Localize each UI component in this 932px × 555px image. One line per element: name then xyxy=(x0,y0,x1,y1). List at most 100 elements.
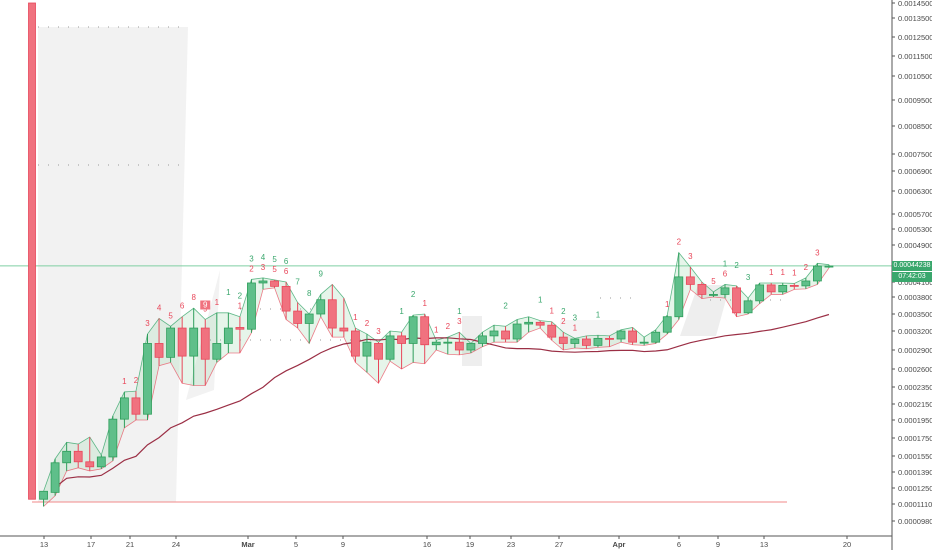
x-tick-label: Mar xyxy=(241,540,254,549)
candle xyxy=(685,267,695,290)
sell-count-label: 2 xyxy=(365,319,370,328)
candle-body xyxy=(501,330,510,340)
candle xyxy=(454,332,464,355)
candle xyxy=(524,316,534,333)
grid xyxy=(0,265,892,503)
candle-body xyxy=(478,335,487,344)
candle xyxy=(154,318,164,366)
candle-body xyxy=(431,341,441,346)
sell-count-label: 5 xyxy=(711,277,716,286)
candles xyxy=(28,2,834,507)
candle xyxy=(304,313,314,344)
candle-body xyxy=(732,287,741,314)
candle-body xyxy=(674,276,684,318)
candle-body xyxy=(200,327,210,360)
candle-body xyxy=(582,338,591,346)
candle xyxy=(616,329,626,343)
buy-count-label: 1 xyxy=(596,310,601,319)
x-tick-label: 24 xyxy=(172,540,180,549)
sell-count-label: 1 xyxy=(215,298,220,307)
sell-count-label: 8 xyxy=(191,293,196,302)
sell-count-label: 1 xyxy=(781,268,786,277)
candle-body xyxy=(766,284,776,293)
candle-body xyxy=(535,321,545,326)
candle xyxy=(558,332,568,350)
candle-body xyxy=(778,284,788,293)
candle-body xyxy=(466,343,476,351)
candle-body xyxy=(420,316,430,346)
candle xyxy=(443,337,453,355)
candle-body xyxy=(108,418,118,458)
candle xyxy=(350,328,360,363)
x-tick-label: 20 xyxy=(843,540,851,549)
candle xyxy=(39,490,48,507)
candle xyxy=(374,342,383,384)
candle xyxy=(327,284,337,338)
buy-count-label: 8 xyxy=(307,289,312,298)
candle-body xyxy=(454,341,464,351)
candle xyxy=(766,282,776,295)
sell-count-label: 1 xyxy=(550,307,555,316)
candle-body xyxy=(50,462,60,493)
candle-body xyxy=(743,300,753,314)
candle xyxy=(85,437,95,471)
candle xyxy=(709,291,718,297)
candle xyxy=(339,298,349,338)
candle-body xyxy=(28,2,36,500)
candle-body xyxy=(270,280,279,287)
sell-count-label: 3 xyxy=(688,252,693,261)
candle-body xyxy=(824,265,834,268)
candle xyxy=(478,332,487,347)
buy-count-label: 1 xyxy=(538,296,543,305)
candle xyxy=(362,334,372,373)
buy-count-label: 3 xyxy=(746,273,751,282)
candle-body xyxy=(247,282,256,330)
candle xyxy=(662,315,672,335)
candle xyxy=(824,264,834,268)
buy-count-label: 1 xyxy=(457,307,462,316)
sell-count-label: 1 xyxy=(422,299,427,308)
candle-body xyxy=(524,321,534,325)
candle-body xyxy=(813,265,822,282)
candle-body xyxy=(293,310,303,324)
buy-count-label: 3 xyxy=(573,313,578,322)
sequential-counts: 1234568911235612311231211235611123123456… xyxy=(122,238,820,386)
sell-count-label: 2 xyxy=(249,264,254,273)
candle-body xyxy=(558,336,568,344)
last-price-tag: 0.00044238 xyxy=(892,261,932,271)
candle xyxy=(108,415,118,461)
x-tick-label: 5 xyxy=(294,540,298,549)
sell-count-label: 1 xyxy=(122,377,127,386)
candle-body xyxy=(720,287,730,295)
candle-body xyxy=(593,337,603,346)
candle xyxy=(189,308,199,386)
x-tick-label: Apr xyxy=(613,540,626,549)
sell-count-label: 5 xyxy=(272,265,277,274)
candle-body xyxy=(327,299,337,329)
sell-count-label: 4 xyxy=(157,303,162,312)
candle-body xyxy=(605,337,614,340)
candle xyxy=(247,279,256,333)
sell-count-label: 2 xyxy=(561,317,566,326)
candle xyxy=(628,327,637,345)
candle-body xyxy=(258,280,268,284)
candle xyxy=(200,319,210,386)
candle-body xyxy=(339,327,349,332)
buy-count-label: 1 xyxy=(723,259,728,268)
candle xyxy=(420,314,430,364)
count-box xyxy=(200,300,211,310)
